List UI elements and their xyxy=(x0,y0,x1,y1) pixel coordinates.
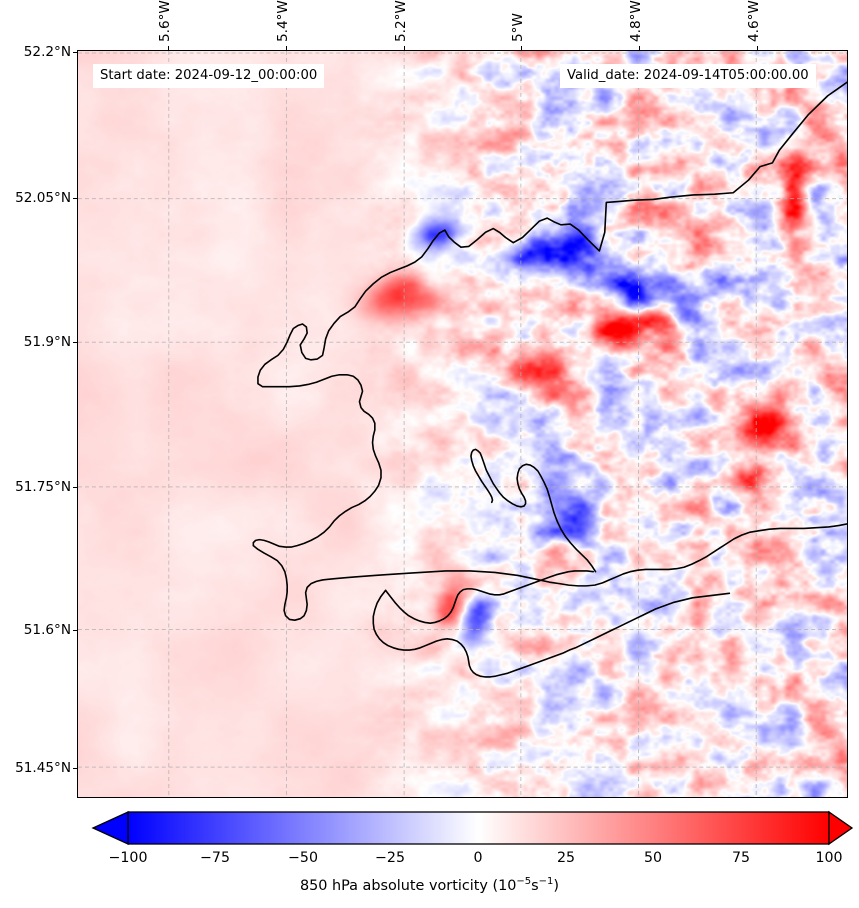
colorbar-tick-label: 100 xyxy=(815,850,843,866)
y-tick-mark xyxy=(73,197,77,199)
colorbar-tick-label: 25 xyxy=(556,850,576,866)
colorbar-title-end: ) xyxy=(553,877,560,894)
x-tick-mark xyxy=(403,46,405,50)
x-tick-label: 4.8°W xyxy=(628,0,644,42)
y-tick-label: 51.75°N xyxy=(15,479,71,495)
map-gridlines xyxy=(78,51,847,797)
y-tick-mark xyxy=(73,486,77,488)
y-tick-mark xyxy=(73,767,77,769)
y-tick-mark xyxy=(73,341,77,343)
colorbar-tick-label: 0 xyxy=(473,850,483,866)
colorbar-tick-label: 75 xyxy=(731,850,751,866)
y-tick-mark xyxy=(73,629,77,631)
x-tick-label: 4.6°W xyxy=(746,0,762,42)
colorbar-exponent-1: −5 xyxy=(516,876,532,887)
x-tick-mark xyxy=(167,46,169,50)
x-tick-label: 5.6°W xyxy=(157,0,173,42)
x-tick-label: 5°W xyxy=(510,13,526,42)
y-tick-mark xyxy=(73,51,77,53)
x-tick-label: 5.4°W xyxy=(275,0,291,42)
coastline-overlay xyxy=(78,51,847,797)
vorticity-field-raster xyxy=(78,51,847,797)
y-tick-label: 52.05°N xyxy=(15,190,71,206)
colorbar-tick-label: −50 xyxy=(288,850,318,866)
x-tick-mark xyxy=(756,46,758,50)
colorbar-title-main: 850 hPa absolute vorticity (10 xyxy=(299,877,517,894)
colorbar: −100 −75 −50 −25 0 25 50 75 100 850 hPa absolute… xyxy=(0,806,859,908)
colorbar-tick-label: −25 xyxy=(375,850,405,866)
colorbar-exponent-2: −1 xyxy=(538,876,554,887)
x-axis-tick-labels: 5.6°W 5.4°W 5.2°W 5°W 4.8°W 4.6°W xyxy=(0,0,859,44)
colorbar-title-mid: s xyxy=(531,877,539,894)
y-tick-label: 52.2°N xyxy=(23,44,71,60)
colorbar-tick-label: −75 xyxy=(200,850,230,866)
y-tick-label: 51.45°N xyxy=(15,760,71,776)
y-tick-label: 51.6°N xyxy=(23,622,71,638)
colorbar-tick-label: 50 xyxy=(643,850,663,866)
x-tick-mark xyxy=(638,46,640,50)
y-tick-label: 51.9°N xyxy=(23,334,71,350)
colorbar-title: 850 hPa absolute vorticity (10−5s−1) xyxy=(0,876,859,894)
colorbar-gradient xyxy=(91,810,854,846)
x-tick-label: 5.2°W xyxy=(393,0,409,42)
colorbar-tick-label: −100 xyxy=(108,850,148,866)
x-tick-mark xyxy=(520,46,522,50)
x-tick-mark xyxy=(285,46,287,50)
valid-date-annotation: Valid_date: 2024-09-14T05:00:00.00 xyxy=(560,64,816,88)
start-date-annotation: Start date: 2024-09-12_00:00:00 xyxy=(93,64,325,88)
y-axis-tick-labels: 52.2°N 52.05°N 51.9°N 51.75°N 51.6°N 51.45°N xyxy=(0,0,71,908)
map-plot-area xyxy=(77,50,848,798)
